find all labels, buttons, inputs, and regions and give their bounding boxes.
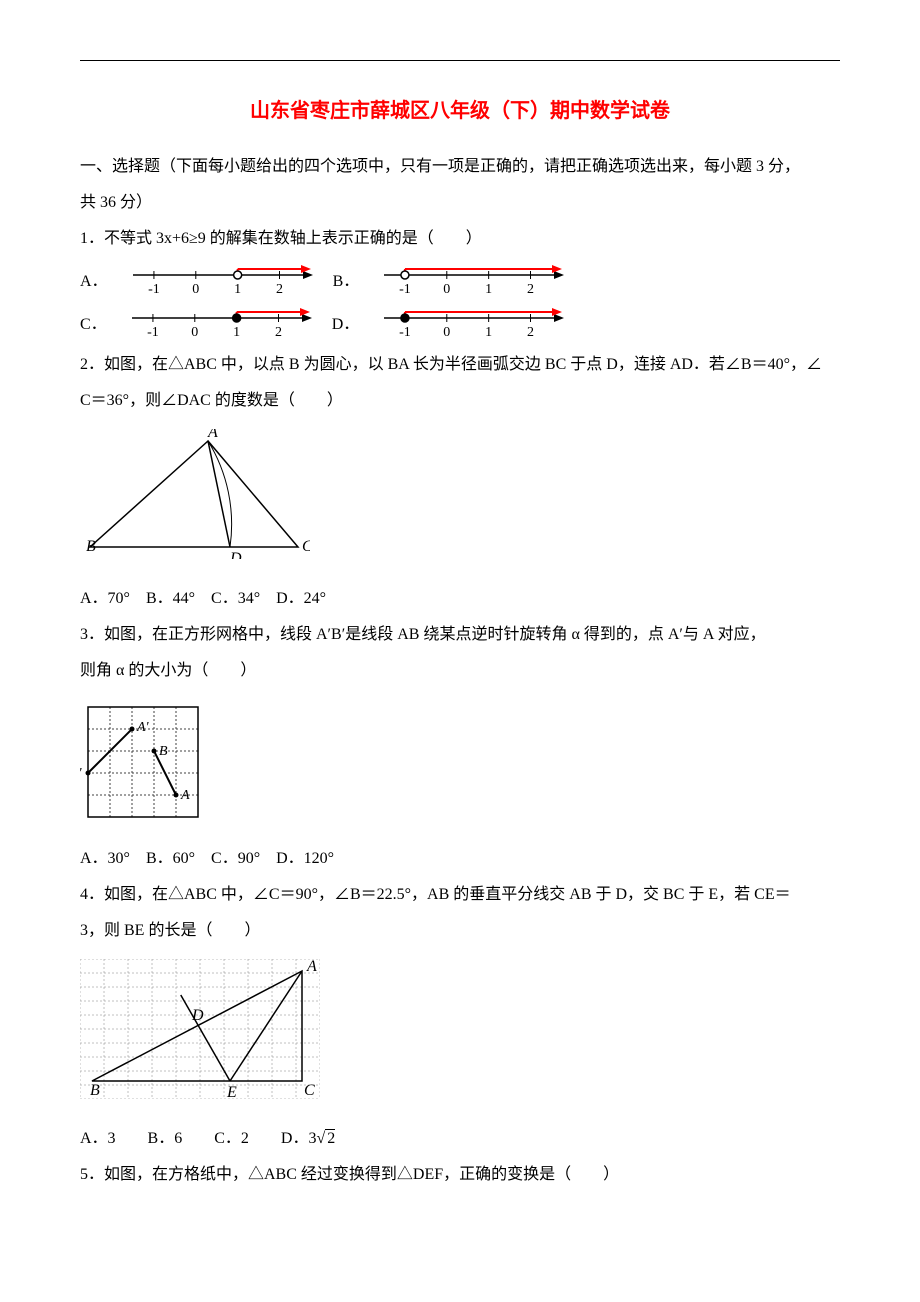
q1-opt-c-label: C． xyxy=(80,309,107,341)
q4-line1: 4．如图，在△ABC 中，∠C＝90°，∠B＝22.5°，AB 的垂直平分线交 … xyxy=(80,879,840,911)
q4-diagram: A B C D E xyxy=(80,959,320,1099)
q2-options: A．70° B．44° C．34° D．24° xyxy=(80,583,840,615)
svg-text:0: 0 xyxy=(192,282,199,297)
svg-text:C: C xyxy=(304,1082,315,1099)
q3-line1: 3．如图，在正方形网格中，线段 A′B′是线段 AB 绕某点逆时针旋转角 α 得… xyxy=(80,619,840,651)
q1-options-row1: A． -1 0 1 2 B． -1 0 1 2 xyxy=(80,263,840,298)
svg-text:B': B' xyxy=(80,766,83,781)
svg-text:D: D xyxy=(191,1007,204,1024)
q4-opts-prefix: A．3 B．6 C．2 D．3 xyxy=(80,1130,316,1147)
svg-text:-1: -1 xyxy=(399,325,411,340)
q1-text: 1．不等式 3x+6≥9 的解集在数轴上表示正确的是（ ） xyxy=(80,223,840,255)
svg-text:B: B xyxy=(90,1082,100,1099)
q5-text: 5．如图，在方格纸中，△ABC 经过变换得到△DEF，正确的变换是（ ） xyxy=(80,1159,840,1191)
section-header-line1: 一、选择题（下面每小题给出的四个选项中，只有一项是正确的，请把正确选项选出来，每… xyxy=(80,151,840,183)
q1-numberline-c: -1 0 1 2 xyxy=(132,306,312,341)
q2-line1: 2．如图，在△ABC 中，以点 B 为圆心，以 BA 长为半径画弧交边 BC 于… xyxy=(80,349,840,381)
svg-text:A: A xyxy=(180,788,190,803)
svg-text:0: 0 xyxy=(444,282,451,297)
q3-line2: 则角 α 的大小为（ ） xyxy=(80,655,840,687)
svg-text:-1: -1 xyxy=(148,282,160,297)
svg-text:B: B xyxy=(159,744,168,759)
svg-text:2: 2 xyxy=(527,325,534,340)
svg-text:C: C xyxy=(302,538,310,555)
section-header-line2: 共 36 分） xyxy=(80,187,840,219)
svg-text:1: 1 xyxy=(485,325,492,340)
q2-line2: C＝36°，则∠DAC 的度数是（ ） xyxy=(80,385,840,417)
svg-text:E: E xyxy=(226,1084,237,1099)
svg-text:D: D xyxy=(229,550,242,559)
q3-diagram: A' B B' A xyxy=(80,699,220,819)
svg-text:0: 0 xyxy=(444,325,451,340)
svg-text:-1: -1 xyxy=(147,325,159,340)
q4-options: A．3 B．6 C．2 D．3 2 xyxy=(80,1123,840,1155)
q1-numberline-d: -1 0 1 2 xyxy=(384,306,564,341)
q2-diagram: A B C D xyxy=(80,429,310,559)
q1-opt-b-label: B． xyxy=(333,266,360,298)
svg-text:A: A xyxy=(207,429,218,441)
q1-opt-a-label: A． xyxy=(80,266,108,298)
svg-text:0: 0 xyxy=(191,325,198,340)
top-separator xyxy=(80,60,840,61)
q4-line2: 3，则 BE 的长是（ ） xyxy=(80,915,840,947)
svg-text:-1: -1 xyxy=(399,282,411,297)
svg-text:1: 1 xyxy=(233,325,240,340)
sqrt-symbol xyxy=(316,1130,325,1147)
svg-text:2: 2 xyxy=(276,282,283,297)
q1-opt-d-label: D． xyxy=(332,309,360,341)
q1-numberline-b: -1 0 1 2 xyxy=(384,263,564,298)
svg-text:2: 2 xyxy=(275,325,282,340)
sqrt-radicand: 2 xyxy=(325,1129,335,1148)
q3-options: A．30° B．60° C．90° D．120° xyxy=(80,843,840,875)
svg-text:A: A xyxy=(306,959,317,975)
q1-options-row2: C． -1 0 1 2 D． -1 0 1 2 xyxy=(80,306,840,341)
q1-numberline-a: -1 0 1 2 xyxy=(133,263,313,298)
svg-text:A': A' xyxy=(136,720,150,735)
svg-text:2: 2 xyxy=(527,282,534,297)
exam-title: 山东省枣庄市薛城区八年级（下）期中数学试卷 xyxy=(80,91,840,131)
svg-text:1: 1 xyxy=(234,282,241,297)
svg-text:1: 1 xyxy=(485,282,492,297)
svg-text:B: B xyxy=(86,538,96,555)
